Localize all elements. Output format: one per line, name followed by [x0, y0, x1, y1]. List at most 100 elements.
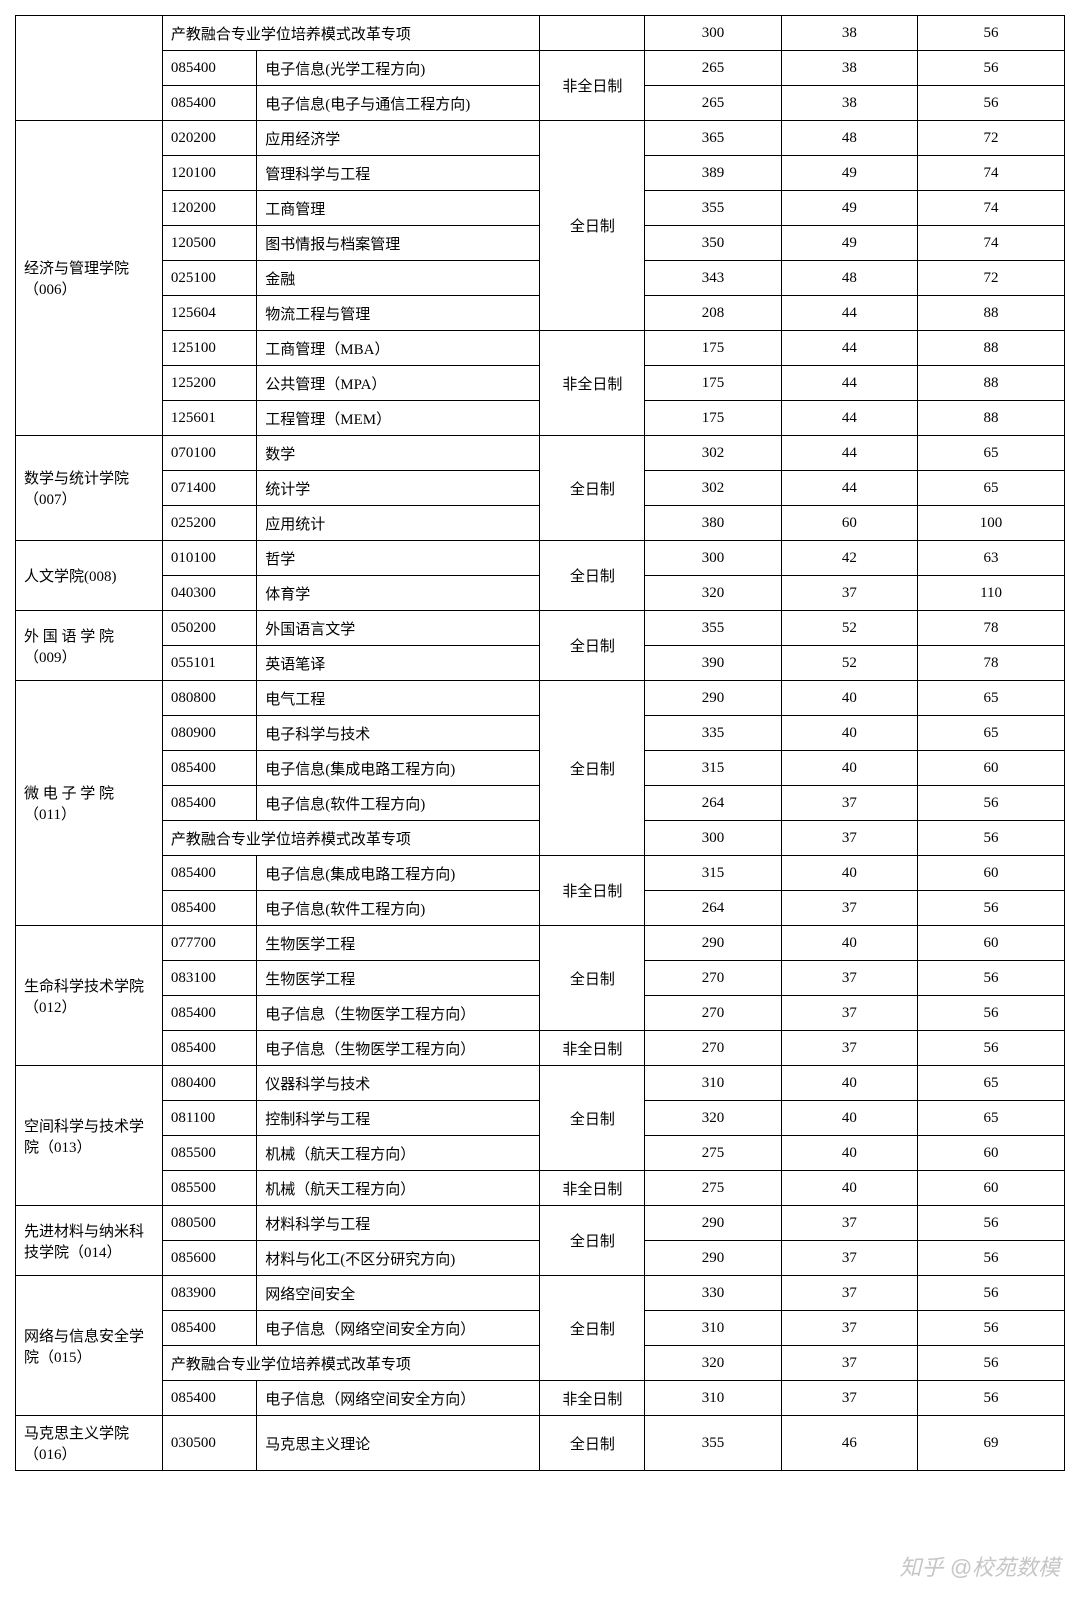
- value-cell: 320: [645, 576, 781, 611]
- dept-cell: 空间科学与技术学院（013）: [16, 1066, 163, 1206]
- major-cell: 体育学: [257, 576, 540, 611]
- code-cell: 120100: [162, 156, 256, 191]
- watermark: 知乎 @校苑数模: [900, 1550, 1060, 1582]
- value-cell: 40: [781, 856, 917, 891]
- code-cell: 085400: [162, 891, 256, 926]
- value-cell: 46: [781, 1416, 917, 1471]
- major-cell: 机械（航天工程方向）: [257, 1136, 540, 1171]
- value-cell: 74: [918, 226, 1065, 261]
- table-row: 人文学院(008)010100哲学全日制3004263: [16, 541, 1065, 576]
- value-cell: 65: [918, 681, 1065, 716]
- code-cell: 085400: [162, 1381, 256, 1416]
- value-cell: 72: [918, 121, 1065, 156]
- major-cell: 工程管理（MEM）: [257, 401, 540, 436]
- value-cell: 78: [918, 646, 1065, 681]
- value-cell: 380: [645, 506, 781, 541]
- value-cell: 270: [645, 961, 781, 996]
- value-cell: 302: [645, 471, 781, 506]
- value-cell: 56: [918, 1241, 1065, 1276]
- code-cell: 120500: [162, 226, 256, 261]
- major-cell: 材料与化工(不区分研究方向): [257, 1241, 540, 1276]
- value-cell: 44: [781, 401, 917, 436]
- major-cell: 英语笔译: [257, 646, 540, 681]
- code-cell: 085400: [162, 1031, 256, 1066]
- mode-cell: 非全日制: [540, 1381, 645, 1416]
- value-cell: 44: [781, 471, 917, 506]
- mode-cell: 全日制: [540, 926, 645, 1031]
- value-cell: 265: [645, 51, 781, 86]
- code-cell: 025100: [162, 261, 256, 296]
- dept-cell: 马克思主义学院（016）: [16, 1416, 163, 1471]
- major-cell: 外国语言文学: [257, 611, 540, 646]
- major-cell: 工商管理: [257, 191, 540, 226]
- value-cell: 49: [781, 191, 917, 226]
- value-cell: 44: [781, 331, 917, 366]
- value-cell: 42: [781, 541, 917, 576]
- value-cell: 343: [645, 261, 781, 296]
- major-cell: 仪器科学与技术: [257, 1066, 540, 1101]
- value-cell: 37: [781, 1031, 917, 1066]
- value-cell: 175: [645, 401, 781, 436]
- table-row: 085400电子信息（网络空间安全方向）非全日制3103756: [16, 1381, 1065, 1416]
- value-cell: 78: [918, 611, 1065, 646]
- value-cell: 290: [645, 1206, 781, 1241]
- dept-cell: 先进材料与纳米科技学院（014）: [16, 1206, 163, 1276]
- major-cell: 图书情报与档案管理: [257, 226, 540, 261]
- value-cell: 40: [781, 716, 917, 751]
- major-cell: 生物医学工程: [257, 961, 540, 996]
- value-cell: 56: [918, 1381, 1065, 1416]
- code-cell: 077700: [162, 926, 256, 961]
- value-cell: 65: [918, 1066, 1065, 1101]
- mode-cell: 全日制: [540, 541, 645, 611]
- admissions-table: 产教融合专业学位培养模式改革专项3003856085400电子信息(光学工程方向…: [15, 15, 1065, 1471]
- value-cell: 264: [645, 891, 781, 926]
- value-cell: 320: [645, 1101, 781, 1136]
- value-cell: 37: [781, 786, 917, 821]
- table-row: 数学与统计学院（007）070100数学全日制3024465: [16, 436, 1065, 471]
- dept-cell: 经济与管理学院（006）: [16, 121, 163, 436]
- value-cell: 69: [918, 1416, 1065, 1471]
- value-cell: 56: [918, 16, 1065, 51]
- mode-cell: 全日制: [540, 1206, 645, 1276]
- value-cell: 40: [781, 751, 917, 786]
- mode-cell: 非全日制: [540, 1031, 645, 1066]
- value-cell: 37: [781, 1381, 917, 1416]
- code-cell: 085400: [162, 51, 256, 86]
- value-cell: 270: [645, 1031, 781, 1066]
- code-cell: 010100: [162, 541, 256, 576]
- value-cell: 72: [918, 261, 1065, 296]
- value-cell: 60: [918, 1136, 1065, 1171]
- value-cell: 302: [645, 436, 781, 471]
- value-cell: 60: [781, 506, 917, 541]
- code-cell: 080500: [162, 1206, 256, 1241]
- value-cell: 264: [645, 786, 781, 821]
- mode-cell: 全日制: [540, 1276, 645, 1381]
- value-cell: 65: [918, 716, 1065, 751]
- table-row: 网络与信息安全学院（015）083900网络空间安全全日制3303756: [16, 1276, 1065, 1311]
- mode-cell: 非全日制: [540, 331, 645, 436]
- value-cell: 320: [645, 1346, 781, 1381]
- value-cell: 56: [918, 786, 1065, 821]
- value-cell: 310: [645, 1381, 781, 1416]
- major-cell: 哲学: [257, 541, 540, 576]
- value-cell: 74: [918, 156, 1065, 191]
- value-cell: 290: [645, 1241, 781, 1276]
- value-cell: 52: [781, 611, 917, 646]
- major-cell: 网络空间安全: [257, 1276, 540, 1311]
- value-cell: 44: [781, 296, 917, 331]
- table-row: 085400电子信息（生物医学工程方向）非全日制2703756: [16, 1031, 1065, 1066]
- major-cell: 管理科学与工程: [257, 156, 540, 191]
- value-cell: 37: [781, 1346, 917, 1381]
- code-cell: 020200: [162, 121, 256, 156]
- major-cell: 物流工程与管理: [257, 296, 540, 331]
- code-cell: 125100: [162, 331, 256, 366]
- value-cell: 335: [645, 716, 781, 751]
- value-cell: 175: [645, 331, 781, 366]
- value-cell: 56: [918, 51, 1065, 86]
- major-cell: 电子信息（网络空间安全方向）: [257, 1381, 540, 1416]
- major-cell: 公共管理（MPA）: [257, 366, 540, 401]
- major-cell: 电子信息（生物医学工程方向）: [257, 996, 540, 1031]
- value-cell: 40: [781, 1066, 917, 1101]
- mode-cell: 全日制: [540, 436, 645, 541]
- value-cell: 60: [918, 751, 1065, 786]
